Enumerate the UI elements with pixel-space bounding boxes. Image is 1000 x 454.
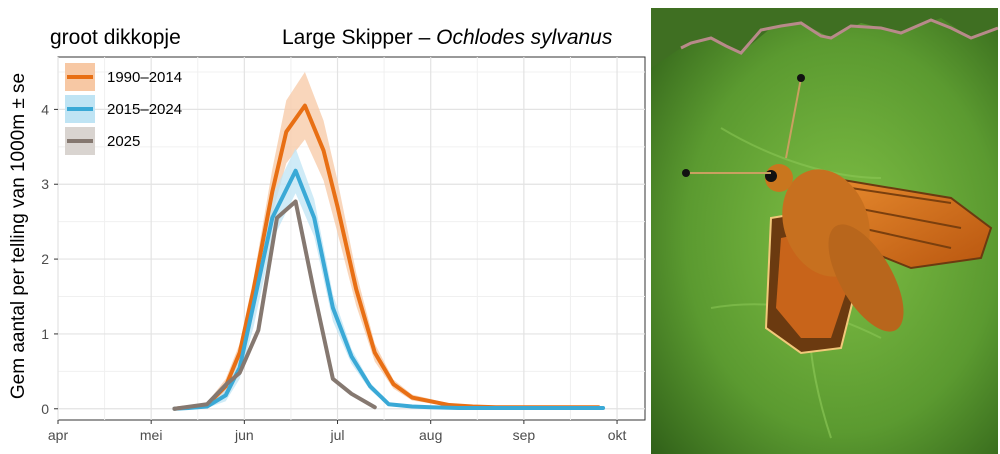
legend-label-1: 2015–2024 xyxy=(107,101,182,118)
legend: 1990–2014 2015–2024 2025 xyxy=(65,63,182,155)
y-tick-label-3: 3 xyxy=(41,176,49,192)
legend-label-2: 2025 xyxy=(107,133,140,150)
x-tick-label-jul: jul xyxy=(330,427,345,443)
x-tick-label-apr: apr xyxy=(48,427,69,443)
legend-label-0: 1990–2014 xyxy=(107,69,182,86)
x-tick-label-jun: jun xyxy=(234,427,254,443)
y-tick-label-4: 4 xyxy=(41,101,49,117)
line-chart: groot dikkopje Large Skipper – Ochlodes … xyxy=(8,26,646,443)
series-lines xyxy=(172,103,606,411)
y-axis-label: Gem aantal per telling van 1000m ± se xyxy=(8,73,29,399)
y-tick-label-1: 1 xyxy=(41,326,49,342)
butterfly-photo xyxy=(651,8,998,454)
y-tick-label-2: 2 xyxy=(41,251,49,267)
series-line-1 xyxy=(172,168,606,411)
chart-title-plain: Large Skipper – xyxy=(282,26,436,49)
chart-title-italic: Ochlodes sylvanus xyxy=(436,26,613,49)
y-axis-ticks: 0 1 2 3 4 xyxy=(41,101,58,417)
series-line-2 xyxy=(172,199,377,411)
y-tick-label-0: 0 xyxy=(41,401,49,417)
chart-title: Large Skipper – Ochlodes sylvanus xyxy=(282,26,613,49)
x-tick-label-aug: aug xyxy=(419,427,442,443)
x-tick-label-okt: okt xyxy=(608,427,627,443)
chart-subtitle: groot dikkopje xyxy=(50,26,181,49)
x-tick-label-mei: mei xyxy=(140,427,163,443)
x-axis-ticks: apr mei jun jul aug sep okt xyxy=(48,420,627,443)
x-tick-label-sep: sep xyxy=(513,427,536,443)
